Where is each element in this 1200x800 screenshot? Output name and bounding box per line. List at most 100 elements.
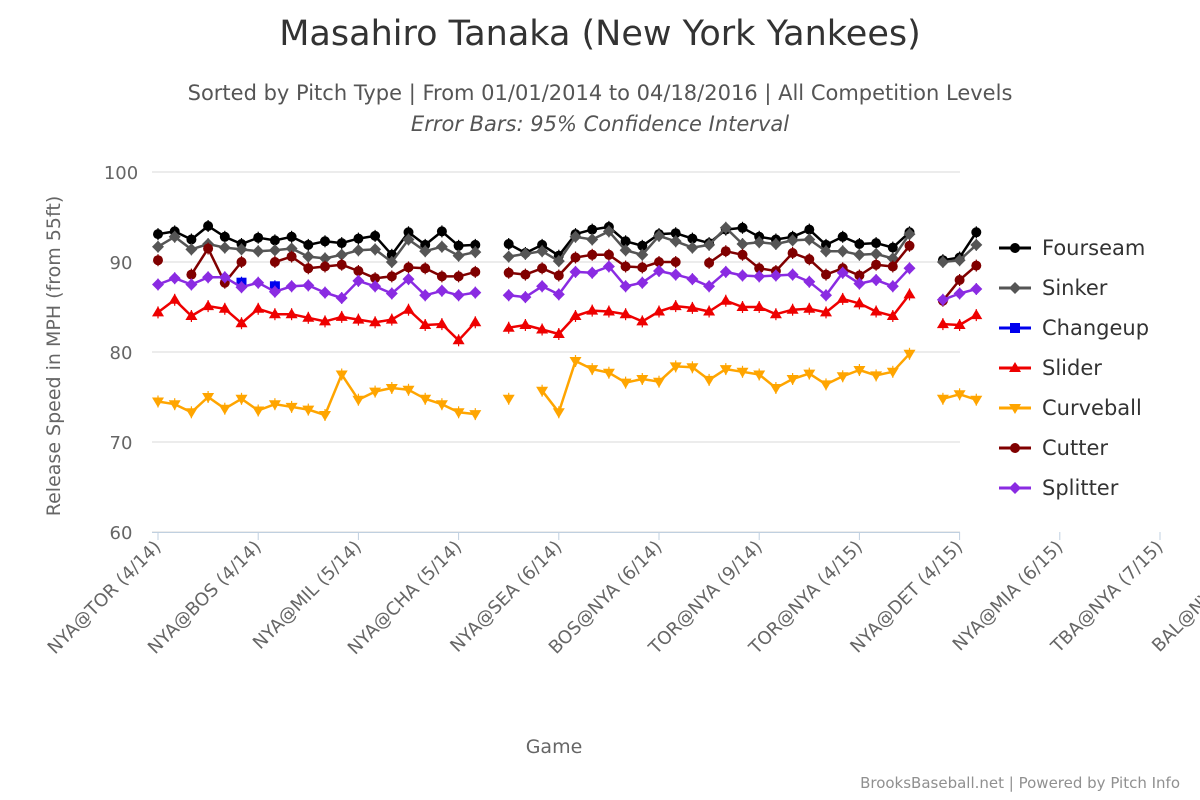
data-point-splitter <box>185 278 198 291</box>
data-point-splitter <box>786 268 799 281</box>
legend-item-cutter[interactable]: Cutter <box>999 436 1108 460</box>
series-line-fourseam <box>157 224 978 262</box>
data-point-splitter <box>168 272 181 285</box>
data-point-slider <box>469 316 482 327</box>
data-point-sinker <box>653 229 665 242</box>
data-point-splitter <box>753 270 766 283</box>
data-point-curveball <box>703 375 716 386</box>
data-point-curveball <box>502 394 515 405</box>
data-point-cutter <box>804 254 815 265</box>
data-point-slider <box>235 317 248 328</box>
legend-item-slider[interactable]: Slider <box>999 356 1102 380</box>
data-point-curveball <box>402 385 415 396</box>
data-point-curveball <box>853 366 866 376</box>
data-point-cutter <box>637 262 648 273</box>
data-point-cutter <box>470 266 481 277</box>
data-point-fourseam <box>737 222 748 233</box>
data-point-curveball <box>435 400 448 411</box>
data-point-sinker <box>152 240 164 253</box>
data-point-cutter <box>570 252 581 263</box>
data-point-curveball <box>252 406 265 417</box>
data-point-slider <box>886 310 899 320</box>
legend-marker-fourseam <box>1010 243 1020 253</box>
data-point-splitter <box>369 280 382 293</box>
data-point-slider <box>218 302 231 313</box>
data-point-cutter <box>754 263 765 274</box>
data-point-slider <box>853 297 866 308</box>
legend-item-splitter[interactable]: Splitter <box>999 476 1119 500</box>
data-point-cutter <box>787 248 798 258</box>
data-point-slider <box>586 304 599 315</box>
data-point-fourseam <box>587 224 598 235</box>
legend-marker-changeup <box>1010 323 1020 333</box>
data-point-cutter <box>436 271 447 282</box>
data-point-cutter <box>603 249 614 260</box>
legend-label-slider: Slider <box>1042 356 1102 380</box>
data-point-cutter <box>303 263 314 274</box>
data-point-splitter <box>953 287 966 300</box>
data-point-slider <box>803 302 816 313</box>
plot-area <box>152 220 983 421</box>
data-point-slider <box>753 301 766 311</box>
data-point-slider <box>285 308 298 319</box>
data-point-slider <box>769 308 782 319</box>
data-point-sinker <box>669 235 682 248</box>
data-point-slider <box>569 310 582 320</box>
data-point-sinker <box>853 248 866 261</box>
data-point-sinker <box>352 244 365 257</box>
data-point-sinker <box>719 221 732 234</box>
data-point-sinker <box>686 241 699 254</box>
data-point-slider <box>686 301 699 312</box>
data-point-splitter <box>152 278 164 291</box>
data-point-splitter <box>552 288 565 301</box>
legend-item-changeup[interactable]: Changeup <box>999 316 1149 340</box>
chart-subtitle: Sorted by Pitch Type | From 01/01/2014 t… <box>187 81 1013 105</box>
data-point-sinker <box>820 245 832 258</box>
data-point-sinker <box>335 248 348 261</box>
data-point-splitter <box>669 268 682 281</box>
data-point-curveball <box>636 375 649 385</box>
data-point-sinker <box>803 233 816 246</box>
series-slider <box>152 288 983 347</box>
data-point-fourseam <box>336 238 347 249</box>
data-point-curveball <box>653 377 665 388</box>
chart-title: Masahiro Tanaka (New York Yankees) <box>279 14 921 54</box>
data-point-cutter <box>654 257 664 267</box>
data-point-slider <box>703 305 716 316</box>
legend-item-sinker[interactable]: Sinker <box>999 276 1108 300</box>
data-point-splitter <box>218 271 231 284</box>
data-point-slider <box>335 310 348 321</box>
data-point-sinker <box>402 233 415 246</box>
legend-item-curveball[interactable]: Curveball <box>999 396 1142 420</box>
data-point-slider <box>636 315 649 326</box>
data-point-fourseam <box>637 240 648 251</box>
data-point-curveball <box>385 384 398 394</box>
data-point-cutter <box>720 246 731 257</box>
data-point-fourseam <box>837 231 848 242</box>
data-point-curveball <box>769 384 782 394</box>
data-point-sinker <box>586 233 599 246</box>
data-point-curveball <box>302 405 315 416</box>
data-point-cutter <box>153 255 163 266</box>
data-point-curveball <box>352 395 365 406</box>
data-point-slider <box>519 319 532 329</box>
data-point-slider <box>202 300 215 311</box>
data-point-cutter <box>336 259 347 270</box>
data-point-sinker <box>703 238 716 251</box>
data-point-cutter <box>887 261 898 272</box>
x-tick-label: NYA@MIA (6/15) <box>949 537 1068 656</box>
data-point-cutter <box>503 267 514 278</box>
y-tick-label: 100 <box>104 163 138 184</box>
data-point-sinker <box>836 245 849 258</box>
legend-item-fourseam[interactable]: Fourseam <box>999 236 1145 260</box>
data-point-slider <box>352 313 365 324</box>
data-point-sinker <box>285 242 298 255</box>
x-tick-label: NYA@BOS (4/14) <box>144 537 266 659</box>
data-point-curveball <box>536 386 549 397</box>
data-point-fourseam <box>370 230 381 241</box>
data-point-cutter <box>420 263 431 274</box>
data-point-cutter <box>620 261 631 272</box>
data-point-curveball <box>369 387 382 398</box>
data-point-splitter <box>335 292 348 304</box>
